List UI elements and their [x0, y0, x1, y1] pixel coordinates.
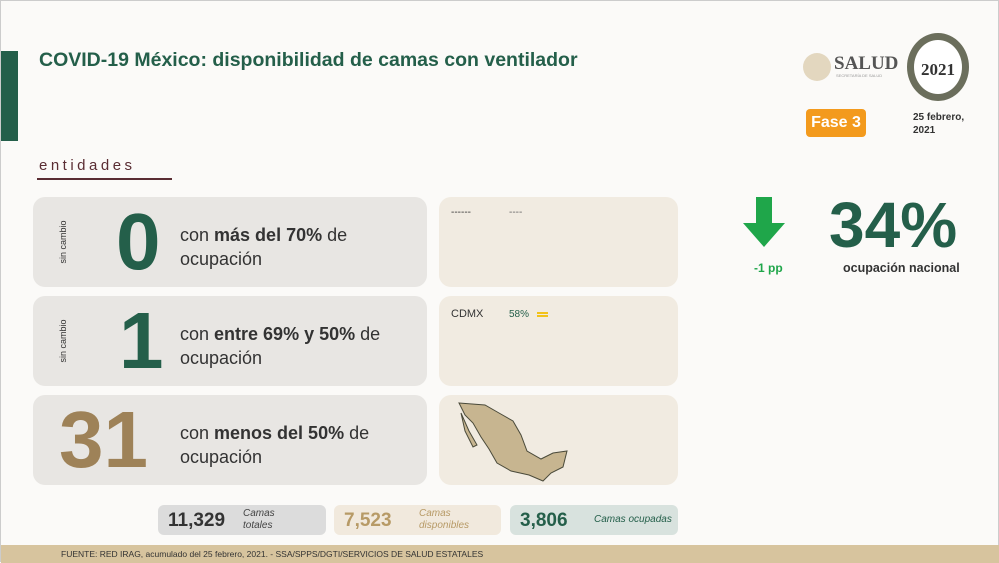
stat-label: Camas disponibles	[419, 508, 470, 531]
states-box-high: ------ ----	[439, 197, 678, 287]
salud-subtitle: SECRETARÍA DE SALUD	[836, 73, 883, 78]
change-label: sin cambio	[58, 319, 68, 363]
equal-icon	[537, 312, 548, 317]
source-footer: FUENTE: RED IRAG, acumulado del 25 febre…	[1, 545, 999, 563]
state-name: ------	[451, 207, 471, 218]
entity-count: 1	[119, 296, 164, 385]
national-occupancy: 34%	[829, 189, 958, 261]
stat-occupied-beds: 3,806 Camas ocupadas	[510, 505, 678, 535]
stat-total-beds: 11,329 Camas totales	[158, 505, 326, 535]
national-change: -1 pp	[754, 261, 783, 275]
state-name: CDMX	[451, 308, 484, 320]
phase-badge: Fase 3	[806, 109, 866, 137]
range-row-high: sin cambio 0 con más del 70% de ocupació…	[33, 197, 427, 287]
section-underline	[37, 178, 172, 180]
stat-value: 3,806	[520, 510, 568, 531]
stat-available-beds: 7,523 Camas disponibles	[334, 505, 501, 535]
states-box-mid: CDMX 58%	[439, 296, 678, 386]
salud-emblem-icon	[803, 53, 831, 81]
map-box	[439, 395, 678, 485]
change-label: sin cambio	[58, 220, 68, 264]
range-description: con más del 70% de ocupación	[180, 225, 348, 269]
stat-value: 7,523	[344, 510, 392, 531]
range-row-mid: sin cambio 1 con entre 69% y 50% de ocup…	[33, 296, 427, 386]
date-line: 25 febrero,	[913, 112, 965, 123]
range-row-low: 31 con menos del 50% de ocupación	[33, 395, 427, 485]
section-label: entidades	[39, 157, 136, 174]
mexico-map-icon	[458, 402, 568, 482]
stat-label: Camas totales	[243, 508, 275, 531]
state-value: ----	[509, 207, 523, 218]
down-arrow-icon	[743, 197, 785, 247]
stat-value: 11,329	[168, 510, 226, 531]
range-description: con menos del 50% de ocupación	[180, 423, 370, 467]
entity-count: 31	[59, 395, 148, 484]
date-year: 2021	[913, 125, 936, 136]
page-title: COVID-19 México: disponibilidad de camas…	[39, 49, 578, 71]
report-date: 25 febrero, 2021	[913, 111, 964, 137]
anniversary-logo: 2021	[907, 33, 969, 101]
state-value: 58%	[509, 309, 530, 320]
salud-logo: SALUD	[834, 53, 899, 74]
range-description: con entre 69% y 50% de ocupación	[180, 324, 381, 368]
stat-label: Camas ocupadas	[594, 514, 672, 525]
national-label: ocupación nacional	[843, 261, 960, 275]
accent-bar	[1, 51, 18, 141]
entity-count: 0	[116, 197, 161, 286]
